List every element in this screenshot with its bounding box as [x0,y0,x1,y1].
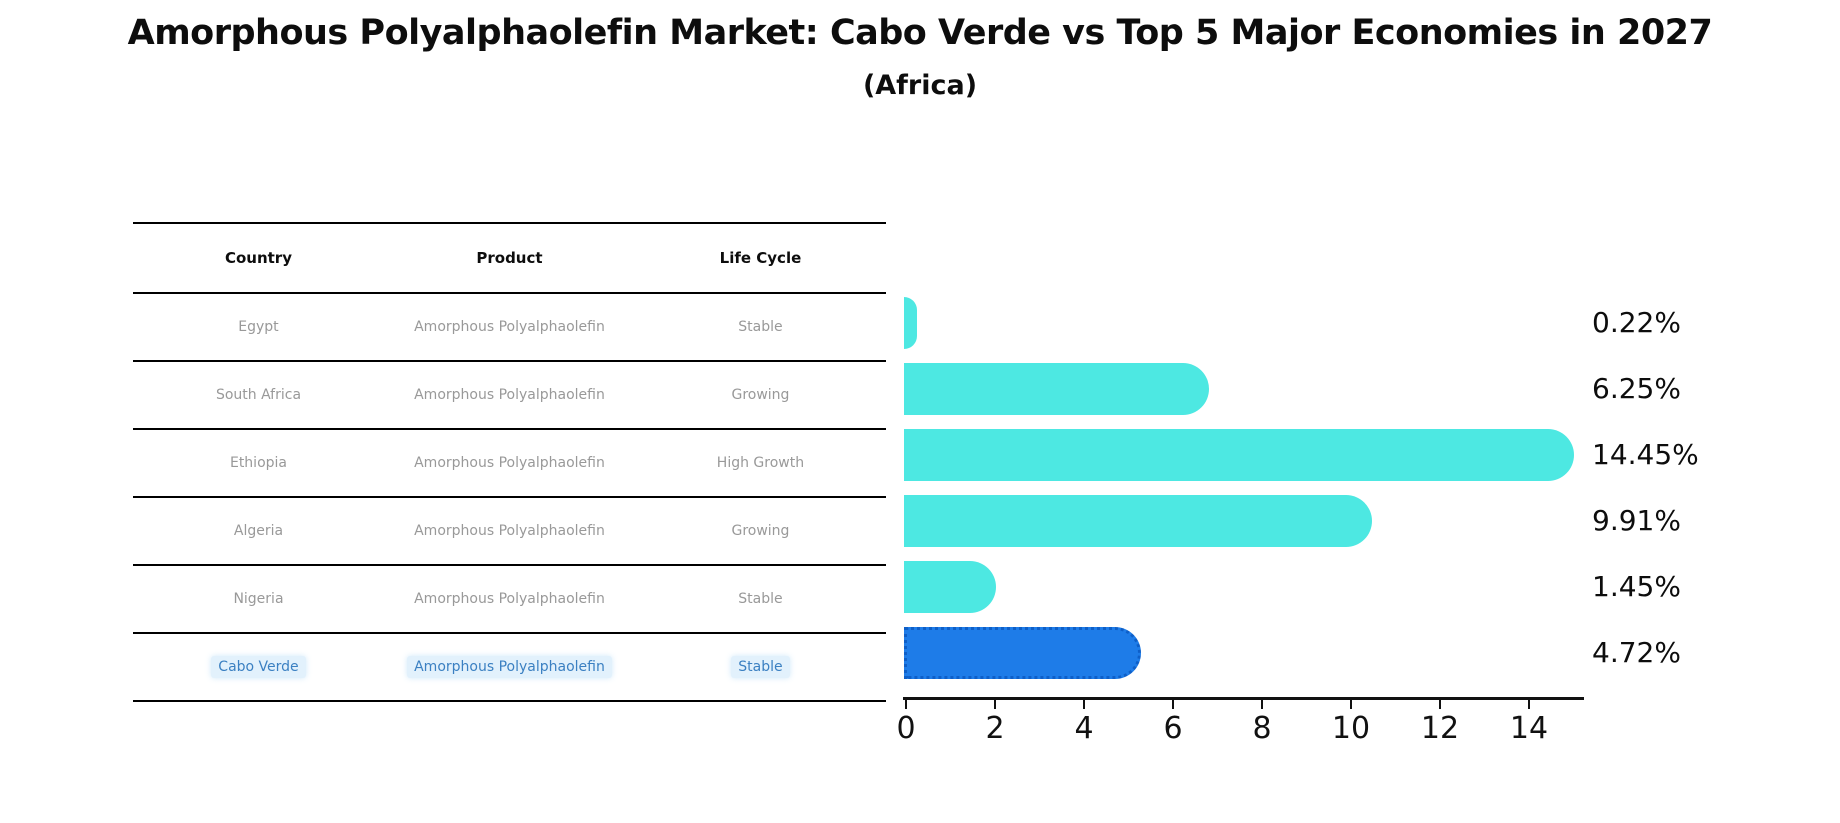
table-cell-life-cycle: Stable [635,319,886,335]
table-cell-life-cycle-text: Growing [731,387,790,403]
table-cell-product: Amorphous Polyalphaolefin [384,319,635,335]
table-cell-country-text: Cabo Verde [211,656,306,678]
table-cell-life-cycle-text: Stable [731,656,790,678]
x-axis-tick [1349,699,1353,709]
table-cell-product-text: Amorphous Polyalphaolefin [414,387,605,403]
table-header-country: Country [224,249,292,267]
table-cell-life-cycle: Stable [635,656,886,678]
x-axis-tick-label: 0 [896,711,916,746]
x-axis-line [903,697,1584,700]
table-cell-country-text: South Africa [215,387,302,403]
x-axis-tick [1438,699,1442,709]
x-axis-tick [904,699,908,709]
x-axis-tick-label: 4 [1074,711,1094,746]
table-row: Ethiopia Amorphous Polyalphaolefin High Gr… [133,430,886,498]
table-cell-life-cycle: Growing [635,387,886,403]
table-header-product: Product [476,249,543,267]
table-row: Nigeria Amorphous Polyalphaolefin Stable [133,566,886,634]
bar-value-label: 14.45% [1592,438,1699,471]
table-cell-life-cycle-text: Growing [731,523,790,539]
table-cell-product-text: Amorphous Polyalphaolefin [414,523,605,539]
table-cell-product: Amorphous Polyalphaolefin [384,523,635,539]
table-row: South Africa Amorphous Polyalphaolefin Gro… [133,362,886,430]
table-cell-country-text: Ethiopia [229,455,287,471]
x-axis-tick-label: 8 [1252,711,1272,746]
x-axis-tick [1171,699,1175,709]
table-row: Algeria Amorphous Polyalphaolefin Growing [133,498,886,566]
x-axis-tick-label: 12 [1420,711,1460,746]
table-cell-life-cycle: Growing [635,523,886,539]
table-cell-country-text: Nigeria [233,591,284,607]
bar-algeria [904,495,1372,547]
table-cell-product-text: Amorphous Polyalphaolefin [414,591,605,607]
table-cell-product: Amorphous Polyalphaolefin [384,455,635,471]
table-cell-life-cycle-text: Stable [738,319,783,335]
table-cell-country: Ethiopia [133,455,384,471]
bar-value-label: 4.72% [1592,636,1681,669]
x-axis-tick [1082,699,1086,709]
table-cell-life-cycle-text: Stable [738,591,783,607]
table-header-life-cycle: Life Cycle [719,249,802,267]
bar-south-africa [904,363,1210,415]
bar-value-label: 1.45% [1592,570,1681,603]
bar-cabo-verde-highlight [904,627,1142,679]
bar-nigeria [904,561,996,613]
bar-value-label: 9.91% [1592,504,1681,537]
table-cell-country: Algeria [133,523,384,539]
bar-ethiopia [904,429,1575,481]
table-row: Cabo Verde Amorphous Polyalphaolefin Stabl… [133,634,886,702]
table-cell-country: Cabo Verde [133,656,384,678]
table-cell-country-text: Egypt [238,319,279,335]
chart-subtitle: (Africa) [862,70,978,101]
table-cell-country: Egypt [133,319,384,335]
table-cell-product-text: Amorphous Polyalphaolefin [414,455,605,471]
table-cell-product-text: Amorphous Polyalphaolefin [407,656,612,678]
bar-value-label: 6.25% [1592,372,1681,405]
table-cell-life-cycle: High Growth [635,455,886,471]
x-axis-tick [993,699,997,709]
bar-egypt [904,297,917,349]
x-axis-tick [1527,699,1531,709]
table-cell-country: South Africa [133,387,384,403]
table-cell-life-cycle-text: High Growth [716,455,805,471]
x-axis-tick-label: 2 [985,711,1005,746]
table-cell-product-text: Amorphous Polyalphaolefin [414,319,605,335]
table-row: Egypt Amorphous Polyalphaolefin Stable [133,294,886,362]
x-axis-tick-label: 10 [1331,711,1371,746]
country-info-table: Country Product Life Cycle Egypt Amorphou… [133,222,886,702]
table-cell-product: Amorphous Polyalphaolefin [384,656,635,678]
table-cell-product: Amorphous Polyalphaolefin [384,387,635,403]
table-cell-life-cycle: Stable [635,591,886,607]
x-axis-tick-label: 14 [1509,711,1549,746]
table-cell-country-text: Algeria [233,523,284,539]
table-header-row: Country Product Life Cycle [133,224,886,294]
x-axis-tick-label: 6 [1163,711,1183,746]
table-cell-product: Amorphous Polyalphaolefin [384,591,635,607]
table-cell-country: Nigeria [133,591,384,607]
chart-title: Amorphous Polyalphaolefin Market: Cabo V… [127,13,1713,53]
bar-value-label: 0.22% [1592,306,1681,339]
x-axis-tick [1260,699,1264,709]
